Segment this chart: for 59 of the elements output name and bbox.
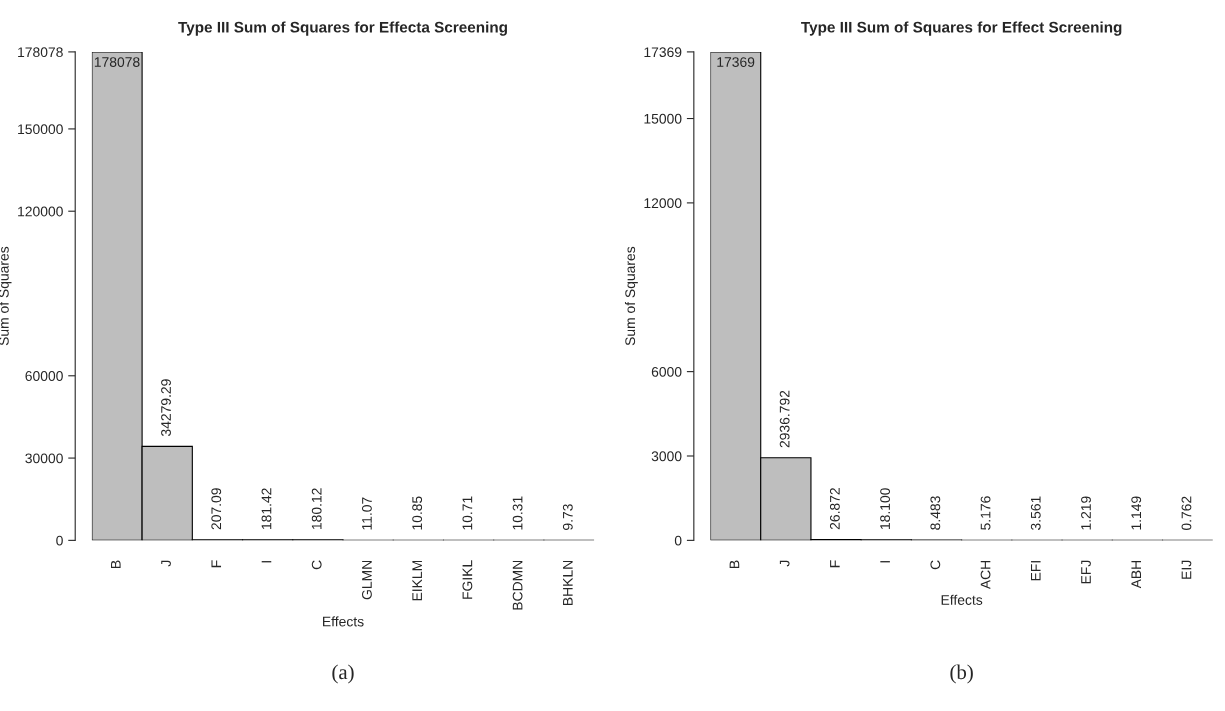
data-label: 207.09: [211, 488, 222, 530]
data-label: 181.42: [261, 488, 272, 530]
data-label: 8.483: [930, 496, 941, 530]
data-label: 34279.29: [161, 379, 171, 437]
data-label: 5.176: [980, 496, 991, 530]
x-tick-label: EIKLM: [412, 560, 422, 601]
chart-title: Type III Sum of Squares for Effect Screening: [801, 21, 1122, 36]
data-label: 1.219: [1081, 496, 1091, 530]
data-label: 0.762: [1181, 496, 1192, 531]
y-tick-label: 0: [674, 535, 682, 546]
data-label: 1.149: [1131, 496, 1142, 530]
x-tick-label: F: [211, 560, 222, 568]
x-tick-label: B: [729, 560, 740, 568]
x-tick-label: C: [311, 560, 322, 570]
x-tick-label: EIJ: [1181, 560, 1192, 579]
x-tick-label: ABH: [1131, 560, 1141, 589]
text: (a): [332, 664, 354, 684]
data-label: 26.872: [829, 488, 840, 530]
x-tick-label: FGIKL: [462, 560, 473, 599]
y-axis-title: Sum of Squares: [624, 246, 638, 346]
data-label: 11.07: [362, 497, 372, 530]
y-tick-label: 0: [56, 535, 63, 546]
x-axis-title: Effects: [941, 594, 983, 605]
y-tick-label: 3000: [651, 451, 682, 462]
data-label: 180.12: [311, 488, 322, 530]
x-tick-label: BHKLN: [563, 560, 573, 605]
x-axis-title: Effects: [323, 616, 364, 627]
x-tick-label: J: [779, 560, 790, 567]
x-tick-label: J: [161, 560, 171, 567]
x-tick-label: B: [111, 560, 121, 568]
x-tick-label: I: [880, 561, 890, 563]
data-label: 17369: [717, 57, 755, 67]
data-label: 3.561: [1030, 496, 1041, 530]
data-label: 2936.792: [779, 390, 790, 448]
x-tick-label: EFJ: [1081, 560, 1091, 584]
y-tick-label: 120000: [18, 206, 63, 217]
y-tick-label: 12000: [644, 198, 682, 209]
y-tick-label: 15000: [644, 113, 682, 124]
y-tick-label: 17369: [644, 47, 682, 58]
y-tick-label: 30000: [25, 453, 63, 464]
text: (b): [950, 664, 973, 684]
data-label: 10.71: [462, 496, 473, 530]
data-label: 18.100: [880, 488, 891, 530]
data-label: 10.31: [512, 496, 523, 530]
x-tick-label: GLMN: [362, 560, 372, 600]
x-tick-label: C: [930, 560, 941, 570]
y-tick-label: 178078: [18, 47, 63, 58]
data-label: 178078: [94, 57, 140, 67]
x-tick-label: EFI: [1031, 561, 1041, 581]
x-tick-label: BCDMN: [512, 560, 523, 610]
x-tick-label: F: [830, 560, 840, 568]
data-label: 9.73: [562, 504, 573, 530]
chart-title: Type III Sum of Squares for Effecta Screening: [178, 21, 507, 36]
y-tick-label: 150000: [18, 124, 63, 135]
y-tick-label: 60000: [25, 371, 63, 381]
x-tick-label: ACH: [980, 560, 991, 590]
data-label: 10.85: [412, 496, 423, 530]
x-tick-label: I: [261, 561, 272, 563]
y-tick-label: 6000: [651, 366, 682, 377]
